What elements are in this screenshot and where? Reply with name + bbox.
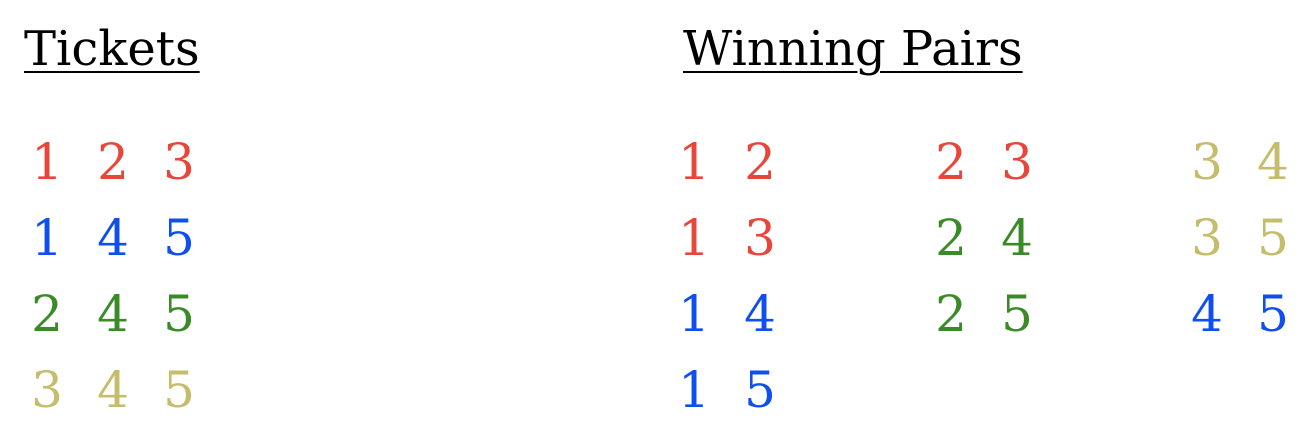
number: 4 bbox=[1191, 285, 1223, 343]
number: 5 bbox=[1257, 285, 1289, 343]
number: 2 bbox=[935, 133, 967, 191]
number: 3 bbox=[1191, 133, 1223, 191]
number: 5 bbox=[1257, 209, 1289, 267]
number: 4 bbox=[97, 209, 129, 267]
number: 1 bbox=[31, 209, 63, 267]
number: 1 bbox=[678, 133, 710, 191]
number: 5 bbox=[1001, 285, 1033, 343]
number: 2 bbox=[935, 209, 967, 267]
number: 1 bbox=[678, 285, 710, 343]
number: 3 bbox=[744, 209, 776, 267]
number: 2 bbox=[744, 133, 776, 191]
winning-pairs-heading: Winning Pairs bbox=[683, 21, 1023, 77]
number: 1 bbox=[678, 361, 710, 419]
number: 4 bbox=[1257, 133, 1289, 191]
number: 5 bbox=[163, 209, 195, 267]
number: 5 bbox=[163, 361, 195, 419]
number: 3 bbox=[31, 361, 63, 419]
number: 4 bbox=[97, 361, 129, 419]
number: 3 bbox=[163, 133, 195, 191]
number: 3 bbox=[1001, 133, 1033, 191]
number: 1 bbox=[31, 133, 63, 191]
number: 2 bbox=[31, 285, 63, 343]
number: 2 bbox=[935, 285, 967, 343]
number: 4 bbox=[1001, 209, 1033, 267]
tickets-heading: Tickets bbox=[24, 21, 200, 77]
number: 4 bbox=[97, 285, 129, 343]
number: 5 bbox=[744, 361, 776, 419]
number: 2 bbox=[97, 133, 129, 191]
number: 5 bbox=[163, 285, 195, 343]
number: 1 bbox=[678, 209, 710, 267]
number: 3 bbox=[1191, 209, 1223, 267]
number: 4 bbox=[744, 285, 776, 343]
